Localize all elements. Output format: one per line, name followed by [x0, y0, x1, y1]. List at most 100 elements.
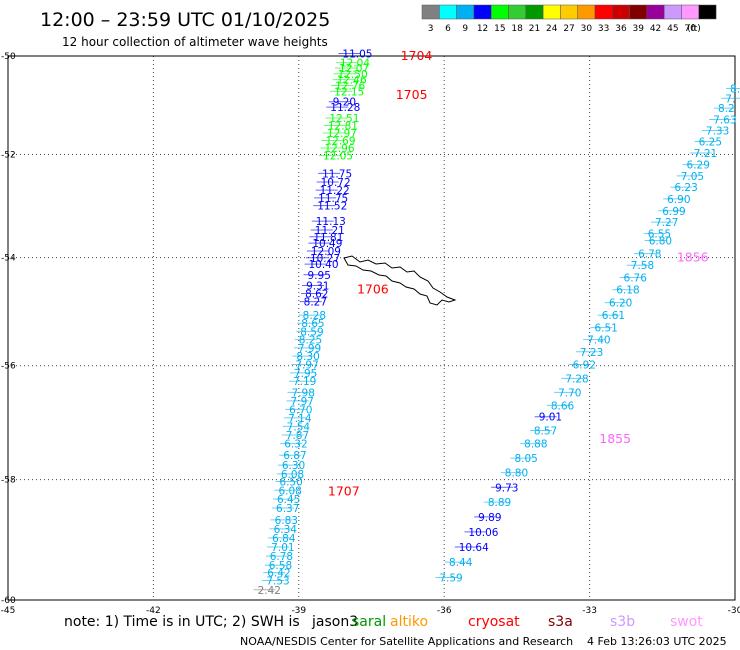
wave-height-value: 8.30 — [296, 351, 319, 363]
page-title: 12:00 – 23:59 UTC 01/10/2025 — [40, 9, 330, 31]
wave-height-value: 9.01 — [539, 412, 562, 424]
legend-label: 42 — [650, 24, 661, 34]
wave-height-value: 12.96 — [324, 143, 354, 155]
wave-height-value: 7.54 — [287, 421, 311, 433]
wave-height-value: 6.45 — [277, 494, 300, 506]
wave-height-value: 8.59 — [300, 326, 323, 338]
legend-label: 45 — [667, 24, 678, 34]
wave-height-value: 6.92 — [573, 359, 596, 371]
wave-height-value: 6.83 — [275, 515, 298, 527]
legend-swatch — [646, 4, 665, 20]
pass-label: 1705 — [396, 87, 428, 102]
wave-height-value: 7.33 — [706, 125, 729, 137]
legend-swatch — [542, 4, 561, 20]
wave-height-value: 7.63 — [713, 115, 736, 127]
lon-tick-label: -39 — [291, 606, 306, 616]
legend-swatch — [594, 4, 613, 20]
wave-height-value: 12.76 — [335, 81, 365, 93]
wave-height-value: 8.25 — [299, 335, 322, 347]
wave-height-value: 7.87 — [286, 430, 309, 442]
pass-label: 1707 — [328, 483, 360, 498]
wave-height-value: 7.40 — [587, 335, 610, 347]
legend-label: 21 — [529, 24, 540, 34]
legend-label: 39 — [633, 24, 645, 34]
wave-height-value: 6.76 — [624, 272, 648, 284]
wave-height-value: 11.13 — [316, 216, 346, 228]
wave-height-value: 12.97 — [327, 128, 357, 140]
wave-height-value: 7.95 — [294, 368, 317, 380]
legend-label: 9 — [462, 24, 468, 34]
wave-height-value: 12.09 — [311, 246, 341, 258]
wave-height-value: 8.28 — [303, 310, 326, 322]
lon-tick-label: -36 — [437, 606, 452, 616]
lon-tick-label: -33 — [582, 606, 597, 616]
legend-swatch — [629, 4, 648, 20]
wave-height-value: 7.98 — [292, 387, 315, 399]
wave-height-value: 8.80 — [505, 468, 528, 480]
lat-tick-label: -60 — [1, 596, 16, 606]
wave-height-value: 6.29 — [687, 160, 710, 172]
wave-height-value: 6.34 — [274, 524, 298, 536]
wave-height-value: 8.88 — [524, 439, 547, 451]
wave-height-value: 6.80 — [649, 235, 672, 247]
wave-height-value: 7.23 — [580, 347, 603, 359]
wave-height-value: 8.2 — [718, 103, 735, 115]
legend-label: 6 — [445, 24, 451, 34]
legend-unit: (ft) — [687, 24, 701, 34]
wave-height-value: 11.22 — [320, 185, 350, 197]
wave-height-value: 8.27 — [304, 297, 327, 309]
legend-swatch — [490, 4, 509, 20]
legend-label: 70 — [684, 24, 696, 34]
wave-height-value: 9.31 — [306, 280, 329, 292]
wave-height-value: 12.46 — [337, 75, 367, 87]
wave-height-value: 6.25 — [699, 136, 722, 148]
legend-swatch — [698, 4, 717, 20]
wave-height-value: 6.50 — [279, 476, 302, 488]
wave-height-value: 7.21 — [694, 148, 717, 160]
legend-label: 15 — [494, 24, 505, 34]
wave-height-value: 6.42 — [267, 568, 290, 580]
wave-height-value: 6.30 — [282, 460, 305, 472]
wave-height-value: 12.81 — [328, 121, 358, 133]
wave-height-value: 9.73 — [495, 482, 518, 494]
wave-height-value: 2.42 — [258, 585, 281, 597]
legend-swatch — [439, 4, 457, 20]
pass-label: 1856 — [677, 250, 709, 265]
footer-timestamp: 4 Feb 13:26:03 UTC 2025 — [587, 635, 727, 648]
wave-height-value: 6.90 — [667, 194, 690, 206]
wave-height-value: 6.78 — [270, 551, 293, 563]
wave-height-value: 7.70 — [558, 387, 581, 399]
lon-tick-label: -42 — [146, 606, 161, 616]
wave-height-value: 8.66 — [551, 400, 575, 412]
wave-height-value: 6.78 — [638, 249, 661, 261]
wave-height-value: 11.28 — [330, 102, 360, 114]
wave-height-value: 12.69 — [325, 135, 355, 147]
wave-height-value: 8.62 — [305, 289, 328, 301]
wave-height-value: 10.72 — [321, 177, 351, 189]
wave-height-value: 7.99 — [298, 343, 321, 355]
wave-height-value: 7. — [725, 93, 735, 105]
legend-label: 27 — [563, 24, 574, 34]
lon-tick-label: -45 — [1, 606, 16, 616]
legend-swatch — [577, 4, 596, 20]
color-legend: 3 6 9 12 15 18 21 24 27 30 33 36 39 42 45 70(ft) — [421, 4, 717, 34]
wave-height-value: 11.75 — [322, 168, 352, 180]
lon-tick-label: -30 — [728, 606, 740, 616]
legend-swatch — [681, 4, 700, 20]
wave-height-value: 7.97 — [295, 359, 318, 371]
wave-height-value: 12.51 — [329, 113, 359, 125]
wave-height-value: 7.27 — [655, 217, 678, 229]
wave-height-value: 6.87 — [283, 450, 306, 462]
satellite-name: s3a — [548, 614, 573, 630]
wave-height-value: 12.05 — [323, 151, 353, 163]
wave-height-value: 11.52 — [317, 201, 347, 213]
wave-height-value: 12.04 — [340, 58, 370, 70]
wave-height-value: 6.55 — [648, 229, 671, 241]
legend-label: 12 — [477, 24, 488, 34]
pass-labels: 1704 1705 1706 1707 1855 1856 — [328, 48, 709, 498]
wave-height-value: 6.61 — [602, 310, 625, 322]
wave-height-value: 7.59 — [439, 572, 462, 584]
page-subtitle: 12 hour collection of altimeter wave hei… — [62, 35, 328, 49]
wave-height-value: 7.97 — [291, 396, 314, 408]
